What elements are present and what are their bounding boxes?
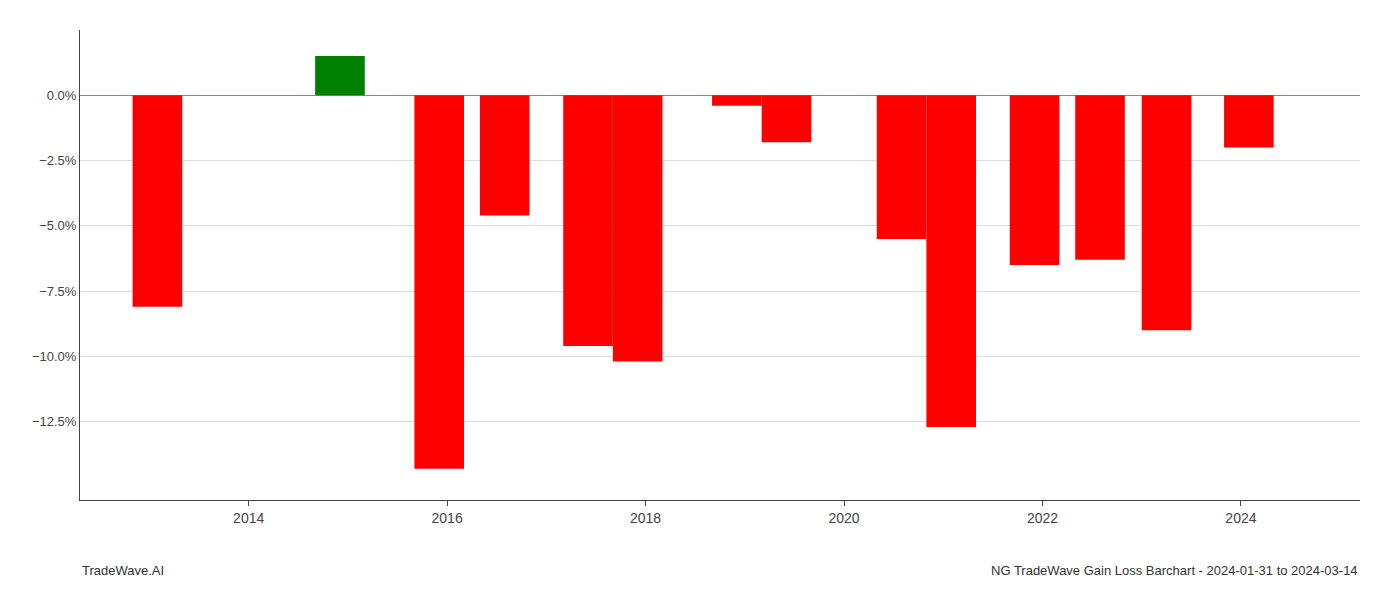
- svg-text:−10.0%: −10.0%: [32, 349, 77, 364]
- svg-text:2022: 2022: [1027, 510, 1058, 526]
- svg-text:0.0%: 0.0%: [47, 88, 77, 103]
- svg-text:NG TradeWave Gain Loss Barchar: NG TradeWave Gain Loss Barchart - 2024-0…: [991, 563, 1358, 578]
- svg-text:−7.5%: −7.5%: [39, 284, 77, 299]
- svg-text:−12.5%: −12.5%: [32, 414, 77, 429]
- svg-text:2014: 2014: [233, 510, 264, 526]
- svg-text:2018: 2018: [630, 510, 661, 526]
- svg-text:2016: 2016: [432, 510, 463, 526]
- svg-text:−2.5%: −2.5%: [39, 153, 77, 168]
- svg-text:2020: 2020: [828, 510, 859, 526]
- svg-text:2024: 2024: [1225, 510, 1256, 526]
- svg-text:TradeWave.AI: TradeWave.AI: [82, 563, 164, 578]
- svg-text:−5.0%: −5.0%: [39, 218, 77, 233]
